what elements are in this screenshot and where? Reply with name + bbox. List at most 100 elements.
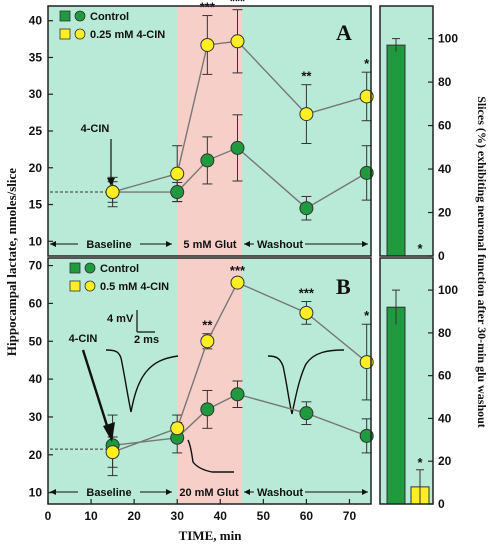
panel-a-points bbox=[105, 34, 374, 216]
y-tick-label: 20 bbox=[29, 161, 43, 175]
y-tick-label: 70 bbox=[29, 259, 43, 273]
significance-marker: * bbox=[364, 56, 370, 71]
control-point bbox=[359, 428, 374, 443]
control-bar bbox=[386, 44, 406, 257]
control-point bbox=[299, 201, 314, 216]
legend-b-control-circle bbox=[84, 262, 96, 274]
bar-y-tick-label: 20 bbox=[438, 454, 452, 468]
legend-control-label: Control bbox=[90, 11, 129, 23]
control-bar bbox=[386, 306, 406, 505]
bar-y-tick-label: 100 bbox=[438, 32, 458, 46]
legend-control-square bbox=[59, 10, 71, 22]
bar-y-tick-label: 40 bbox=[438, 411, 452, 425]
panel-b-glut-band bbox=[177, 258, 242, 504]
x-tick-label: 50 bbox=[257, 509, 271, 523]
panel-a-phase-row: Baseline 5 mM Glut Washout bbox=[50, 239, 368, 251]
x-tick-label: 60 bbox=[300, 509, 314, 523]
legend-b-cin-circle bbox=[84, 280, 96, 292]
bar-y-tick-label: 20 bbox=[438, 206, 452, 220]
significance-marker: *** bbox=[200, 0, 216, 15]
panel-b-phase-glut: 20 mM Glut bbox=[179, 487, 239, 499]
cin-point bbox=[230, 34, 245, 49]
legend-b-control-square bbox=[69, 262, 81, 274]
panel-a-4cin-arrowhead bbox=[107, 178, 115, 186]
legend-b-cin-square bbox=[69, 280, 81, 292]
control-point bbox=[200, 153, 215, 168]
y-tick-label: 30 bbox=[29, 410, 43, 424]
cin-point bbox=[359, 355, 374, 370]
y-tick-label: 40 bbox=[29, 372, 43, 386]
control-point bbox=[200, 402, 215, 417]
panel-b-significance: ********* bbox=[202, 263, 370, 333]
bar-y-tick-label: 60 bbox=[438, 119, 452, 133]
significance-marker: ** bbox=[301, 69, 312, 84]
y-axis-left-label: Hippocampal lactate, nmoles/slice bbox=[4, 168, 19, 356]
y-tick-label: 20 bbox=[29, 448, 43, 462]
y-tick-label: 25 bbox=[29, 124, 43, 138]
legend-cin-label: 0.25 mM 4-CIN bbox=[90, 29, 165, 41]
panel-a-phase-baseline: Baseline bbox=[86, 239, 131, 251]
panel-b-bar-y-ticks: 0 20 40 60 80 100 bbox=[428, 283, 458, 511]
panel-a-letter: A bbox=[336, 20, 352, 45]
control-point bbox=[230, 140, 245, 155]
panel-a-bar-chart: * 0 20 40 60 80 100 bbox=[379, 5, 458, 263]
panel-b-4cin-arrow bbox=[81, 349, 111, 433]
control-point bbox=[359, 165, 374, 180]
panel-a-cin-line bbox=[112, 40, 367, 193]
panel-b-frame bbox=[47, 257, 372, 505]
bar-y-tick-label: 0 bbox=[438, 497, 445, 511]
cin-point bbox=[200, 334, 215, 349]
panel-b-4cin-arrowhead bbox=[103, 422, 115, 442]
x-tick-label: 0 bbox=[45, 509, 52, 523]
y-tick-label: 10 bbox=[29, 234, 43, 248]
y-tick-label: 50 bbox=[29, 334, 43, 348]
trace-washout bbox=[267, 349, 345, 415]
cin-point bbox=[200, 37, 215, 52]
panel-b-control-line bbox=[112, 393, 367, 447]
legend-cin-square bbox=[59, 28, 71, 40]
x-axis-ticks: 0 10 20 30 40 50 60 70 bbox=[45, 499, 357, 523]
control-point bbox=[299, 406, 314, 421]
significance-marker: * bbox=[364, 308, 370, 323]
panel-b-4cin-label: 4-CIN bbox=[69, 333, 98, 345]
y-tick-label: 35 bbox=[29, 50, 43, 64]
bar-y-tick-label: 0 bbox=[438, 249, 445, 263]
scale-bar-ms-label: 2 ms bbox=[134, 334, 159, 346]
panel-b-bar-frame bbox=[379, 257, 434, 505]
significance-marker: *** bbox=[299, 286, 315, 301]
bar-significance: * bbox=[417, 241, 423, 256]
control-point bbox=[170, 185, 185, 200]
x-tick-label: 10 bbox=[84, 509, 98, 523]
cin-point bbox=[299, 305, 314, 320]
panel-a-frame bbox=[47, 5, 372, 257]
significance-marker: ** bbox=[202, 318, 213, 333]
panel-a-4cin-label: 4-CIN bbox=[81, 123, 110, 135]
trace-baseline bbox=[105, 349, 179, 413]
cin-point bbox=[170, 166, 185, 181]
significance-marker: *** bbox=[230, 263, 246, 278]
cin-point bbox=[170, 421, 185, 436]
significance-marker: *** bbox=[230, 0, 246, 9]
x-tick-label: 70 bbox=[343, 509, 357, 523]
panel-b-phase-washout: Washout bbox=[257, 487, 303, 499]
x-tick-label: 20 bbox=[127, 509, 141, 523]
cin-point bbox=[230, 275, 245, 290]
panel-b-phase-row: Baseline 20 mM Glut Washout bbox=[50, 487, 368, 499]
control-point bbox=[230, 387, 245, 402]
y-tick-label: 60 bbox=[29, 296, 43, 310]
y-axis-right-label: Slices (%) exhibiting neuronal function … bbox=[475, 96, 489, 428]
panel-b-y-ticks: 10 20 30 40 50 60 70 bbox=[29, 259, 53, 500]
panel-b-letter: B bbox=[336, 274, 351, 299]
panel-a-y-ticks: 10 15 20 25 30 35 40 bbox=[29, 14, 53, 248]
legend-control-circle bbox=[74, 10, 86, 22]
panel-b-cin-line bbox=[112, 281, 368, 453]
panel-a-phase-glut: 5 mM Glut bbox=[183, 239, 237, 251]
y-tick-label: 40 bbox=[29, 14, 43, 28]
bar-y-tick-label: 60 bbox=[438, 369, 452, 383]
panel-a-control-line bbox=[112, 147, 368, 210]
cin-point bbox=[359, 89, 374, 104]
y-tick-label: 15 bbox=[29, 198, 43, 212]
